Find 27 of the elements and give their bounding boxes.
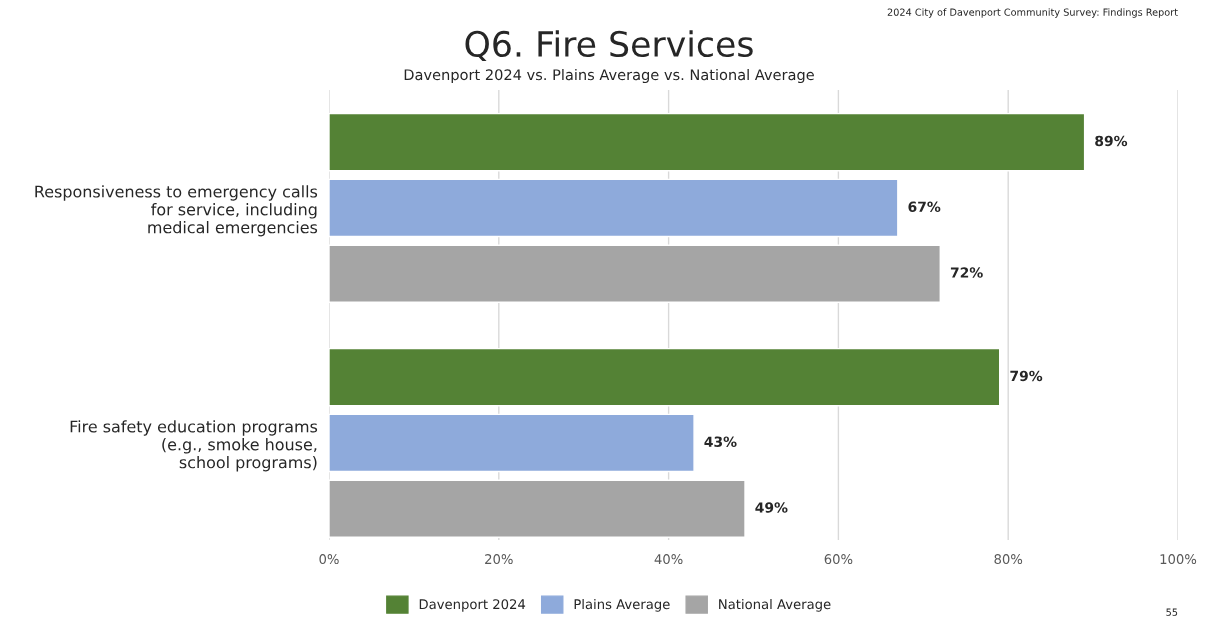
x-tick-label: 40% [654,554,683,565]
text: 89% [1095,135,1128,147]
x-tick-label: 20% [485,554,513,565]
text: 72% [950,267,983,278]
text: 43% [704,436,737,447]
bar [329,479,746,538]
text: 55 [1166,608,1178,616]
legend-label: Davenport 2024 [419,599,526,612]
x-tick-label: 80% [994,554,1023,565]
text: 49% [755,502,788,513]
bar [329,347,1001,407]
y-tick-label: Fire safety education programs (e.g., smoke house, school programs) [70,420,318,472]
text: 79% [1010,370,1043,382]
bar [329,413,695,473]
legend-label: National Average [719,598,831,612]
text: 67% [908,201,941,212]
x-tick-label: 60% [824,554,853,565]
chart-title: Q6. Fire Services [465,30,753,62]
chart-subtitle: Davenport 2024 vs. Plains Average vs. National Average [404,68,814,84]
x-tick-label: 100% [1160,554,1197,565]
bar [329,178,899,238]
legend-label: Plains Average [574,598,670,612]
y-tick-label: Responsiveness to emergency calls for service, including medical emergencies [35,185,318,237]
x-tick-label: 0% [319,554,339,565]
bar [329,112,1086,172]
text: 2024 City of Davenport Community Survey: Findings Report [887,8,1178,18]
bar [329,244,941,304]
